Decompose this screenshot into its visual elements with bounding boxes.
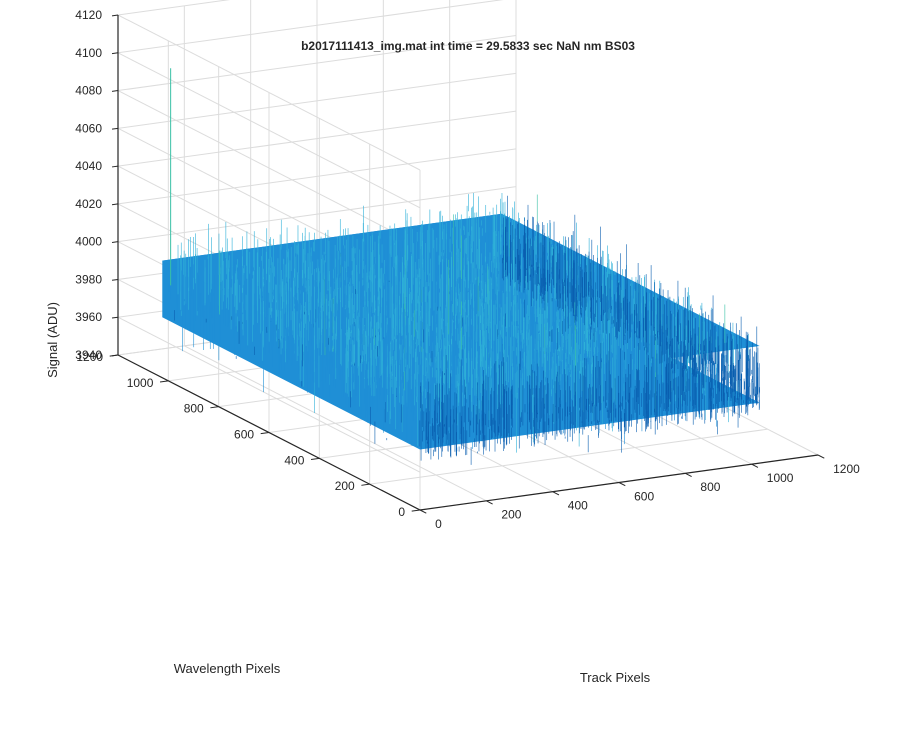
- surface-layer: [162, 68, 759, 465]
